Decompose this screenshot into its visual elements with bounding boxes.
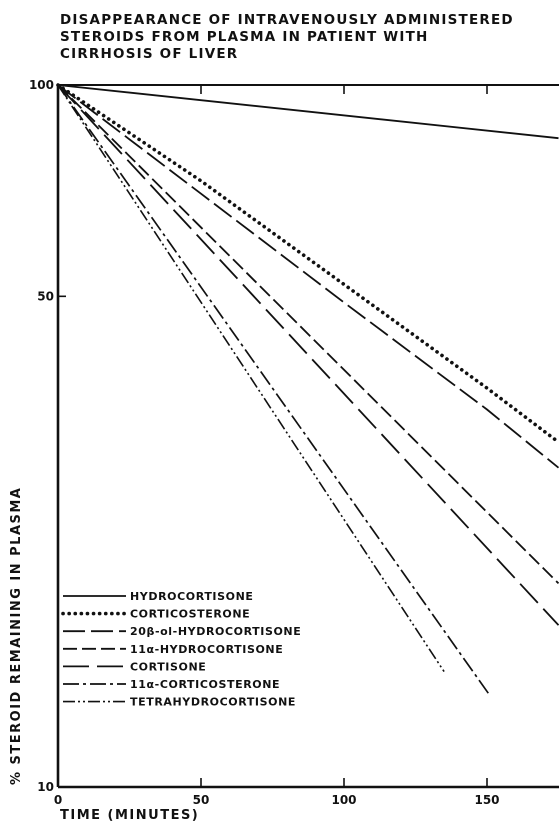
legend-label: CORTICOSTERONE [130,608,250,621]
title-line-2: STEROIDS FROM PLASMA IN PATIENT WITH [60,29,429,45]
series-line-4 [57,84,559,585]
series-lines [56,83,559,696]
x-tick-label: 50 [193,793,210,807]
series-line-2 [56,83,559,444]
legend-label: 11α-HYDROCORTISONE [130,643,283,656]
x-tick-label: 100 [331,793,356,807]
legend-label: HYDROCORTISONE [130,590,254,603]
plot-frame [56,84,559,789]
y-tick-label: 10 [37,780,54,794]
legend: HYDROCORTISONE CORTICOSTERONE 20β-ol-HYDRO… [61,590,301,709]
series-line-6 [57,84,491,696]
legend-label: TETRAHYDROCORTISONE [130,696,296,709]
series-line-1 [57,84,559,140]
y-tick-label: 50 [37,289,54,303]
series-line-7 [57,84,445,673]
series-line-3 [57,84,559,469]
series-line-5 [57,84,559,626]
chart-title: DISAPPEARANCE OF INTRAVENOUSLY ADMINISTE… [60,12,514,62]
x-tick-label: 150 [474,793,499,807]
legend-label: 11α-CORTICOSTERONE [130,678,280,691]
y-axis-label: % STEROID REMAINING IN PLASMA [9,487,24,785]
ticks: 0 50 100 150 10 50 100 [29,78,500,807]
legend-label: 20β-ol-HYDROCORTISONE [130,625,301,638]
y-tick-label: 100 [29,78,54,92]
x-tick-label: 0 [54,793,62,807]
title-line-3: CIRRHOSIS OF LIVER [60,46,238,62]
title-line-1: DISAPPEARANCE OF INTRAVENOUSLY ADMINISTE… [60,12,514,28]
x-axis-label: TIME (MINUTES) [60,808,199,823]
legend-label: CORTISONE [130,660,206,673]
